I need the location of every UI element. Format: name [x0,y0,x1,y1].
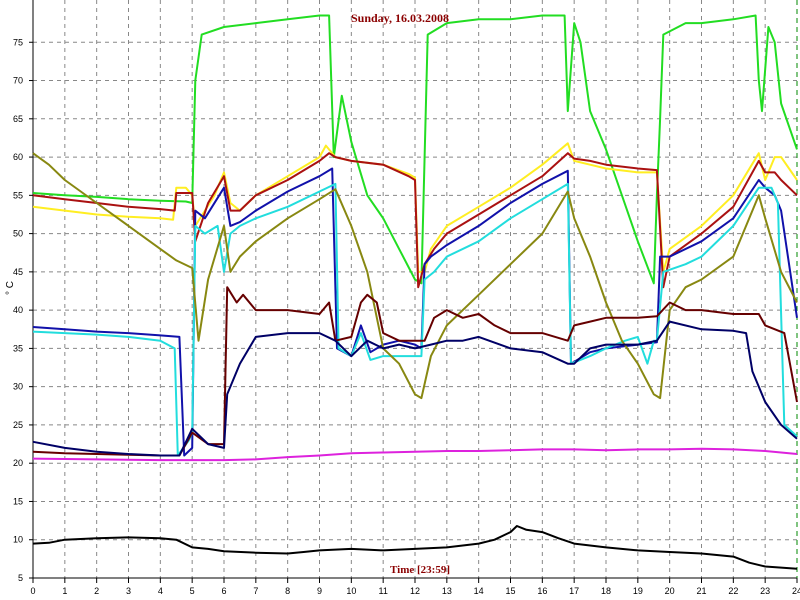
x-tick-label: 16 [537,586,547,596]
x-tick-label: 19 [633,586,643,596]
x-tick-label: 20 [665,586,675,596]
y-tick-label: 60 [13,152,23,162]
y-tick-label: 55 [13,190,23,200]
y-tick-label: 25 [13,420,23,430]
y-tick-label: 40 [13,305,23,315]
x-tick-label: 12 [410,586,420,596]
x-tick-label: 15 [505,586,515,596]
y-tick-label: 20 [13,458,23,468]
series-line-2 [32,142,798,273]
y-tick-label: 5 [18,573,23,583]
series-line-8 [32,320,798,457]
x-tick-label: 24 [792,586,800,596]
x-tick-label: 4 [158,586,163,596]
x-tick-label: 17 [569,586,579,596]
series-line-1 [32,14,798,285]
y-tick-label: 50 [13,229,23,239]
x-tick-label: 13 [442,586,452,596]
x-tick-label: 23 [760,586,770,596]
y-tick-label: 75 [13,37,23,47]
x-tick-label: 1 [62,586,67,596]
x-tick-label: 10 [346,586,356,596]
x-axis-label: Time [23:59] [390,564,450,576]
x-tick-label: 11 [378,586,387,596]
y-axis-label: ° C [5,281,16,295]
y-tick-labels: 5 10 15 20 25 30 35 40 45 50 55 60 65 70 75 [13,37,33,583]
x-tick-label: 8 [285,586,290,596]
x-tick-label: 2 [94,586,99,596]
y-tick-label: 35 [13,343,23,353]
series-line-3 [32,152,798,289]
x-tick-label: 5 [190,586,195,596]
x-tick-label: 18 [601,586,611,596]
y-tick-label: 30 [13,382,23,392]
x-tick-labels: 0 1 2 3 4 5 6 7 8 9 10 11 12 13 14 15 16 17 18 19 20 21 22 23 24 [30,578,800,596]
y-tick-label: 45 [13,267,23,277]
grid-lines [33,0,797,579]
x-tick-label: 3 [126,586,131,596]
x-tick-label: 14 [474,586,484,596]
x-tick-label: 22 [728,586,738,596]
x-tick-label: 21 [696,586,706,596]
chart-title: Sunday, 16.03.2008 [351,11,449,25]
series-line-7 [32,286,798,457]
x-tick-label: 9 [317,586,322,596]
series-line-9 [32,447,798,462]
x-tick-label: 6 [221,586,226,596]
y-tick-label: 15 [13,496,23,506]
y-tick-label: 10 [13,535,23,545]
series-line-5 [32,182,798,457]
y-tick-label: 70 [13,76,23,86]
y-tick-label: 65 [13,114,23,124]
series-lines [32,14,798,570]
series-line-10 [32,525,798,570]
x-tick-label: 7 [253,586,258,596]
x-tick-label: 0 [30,586,35,596]
